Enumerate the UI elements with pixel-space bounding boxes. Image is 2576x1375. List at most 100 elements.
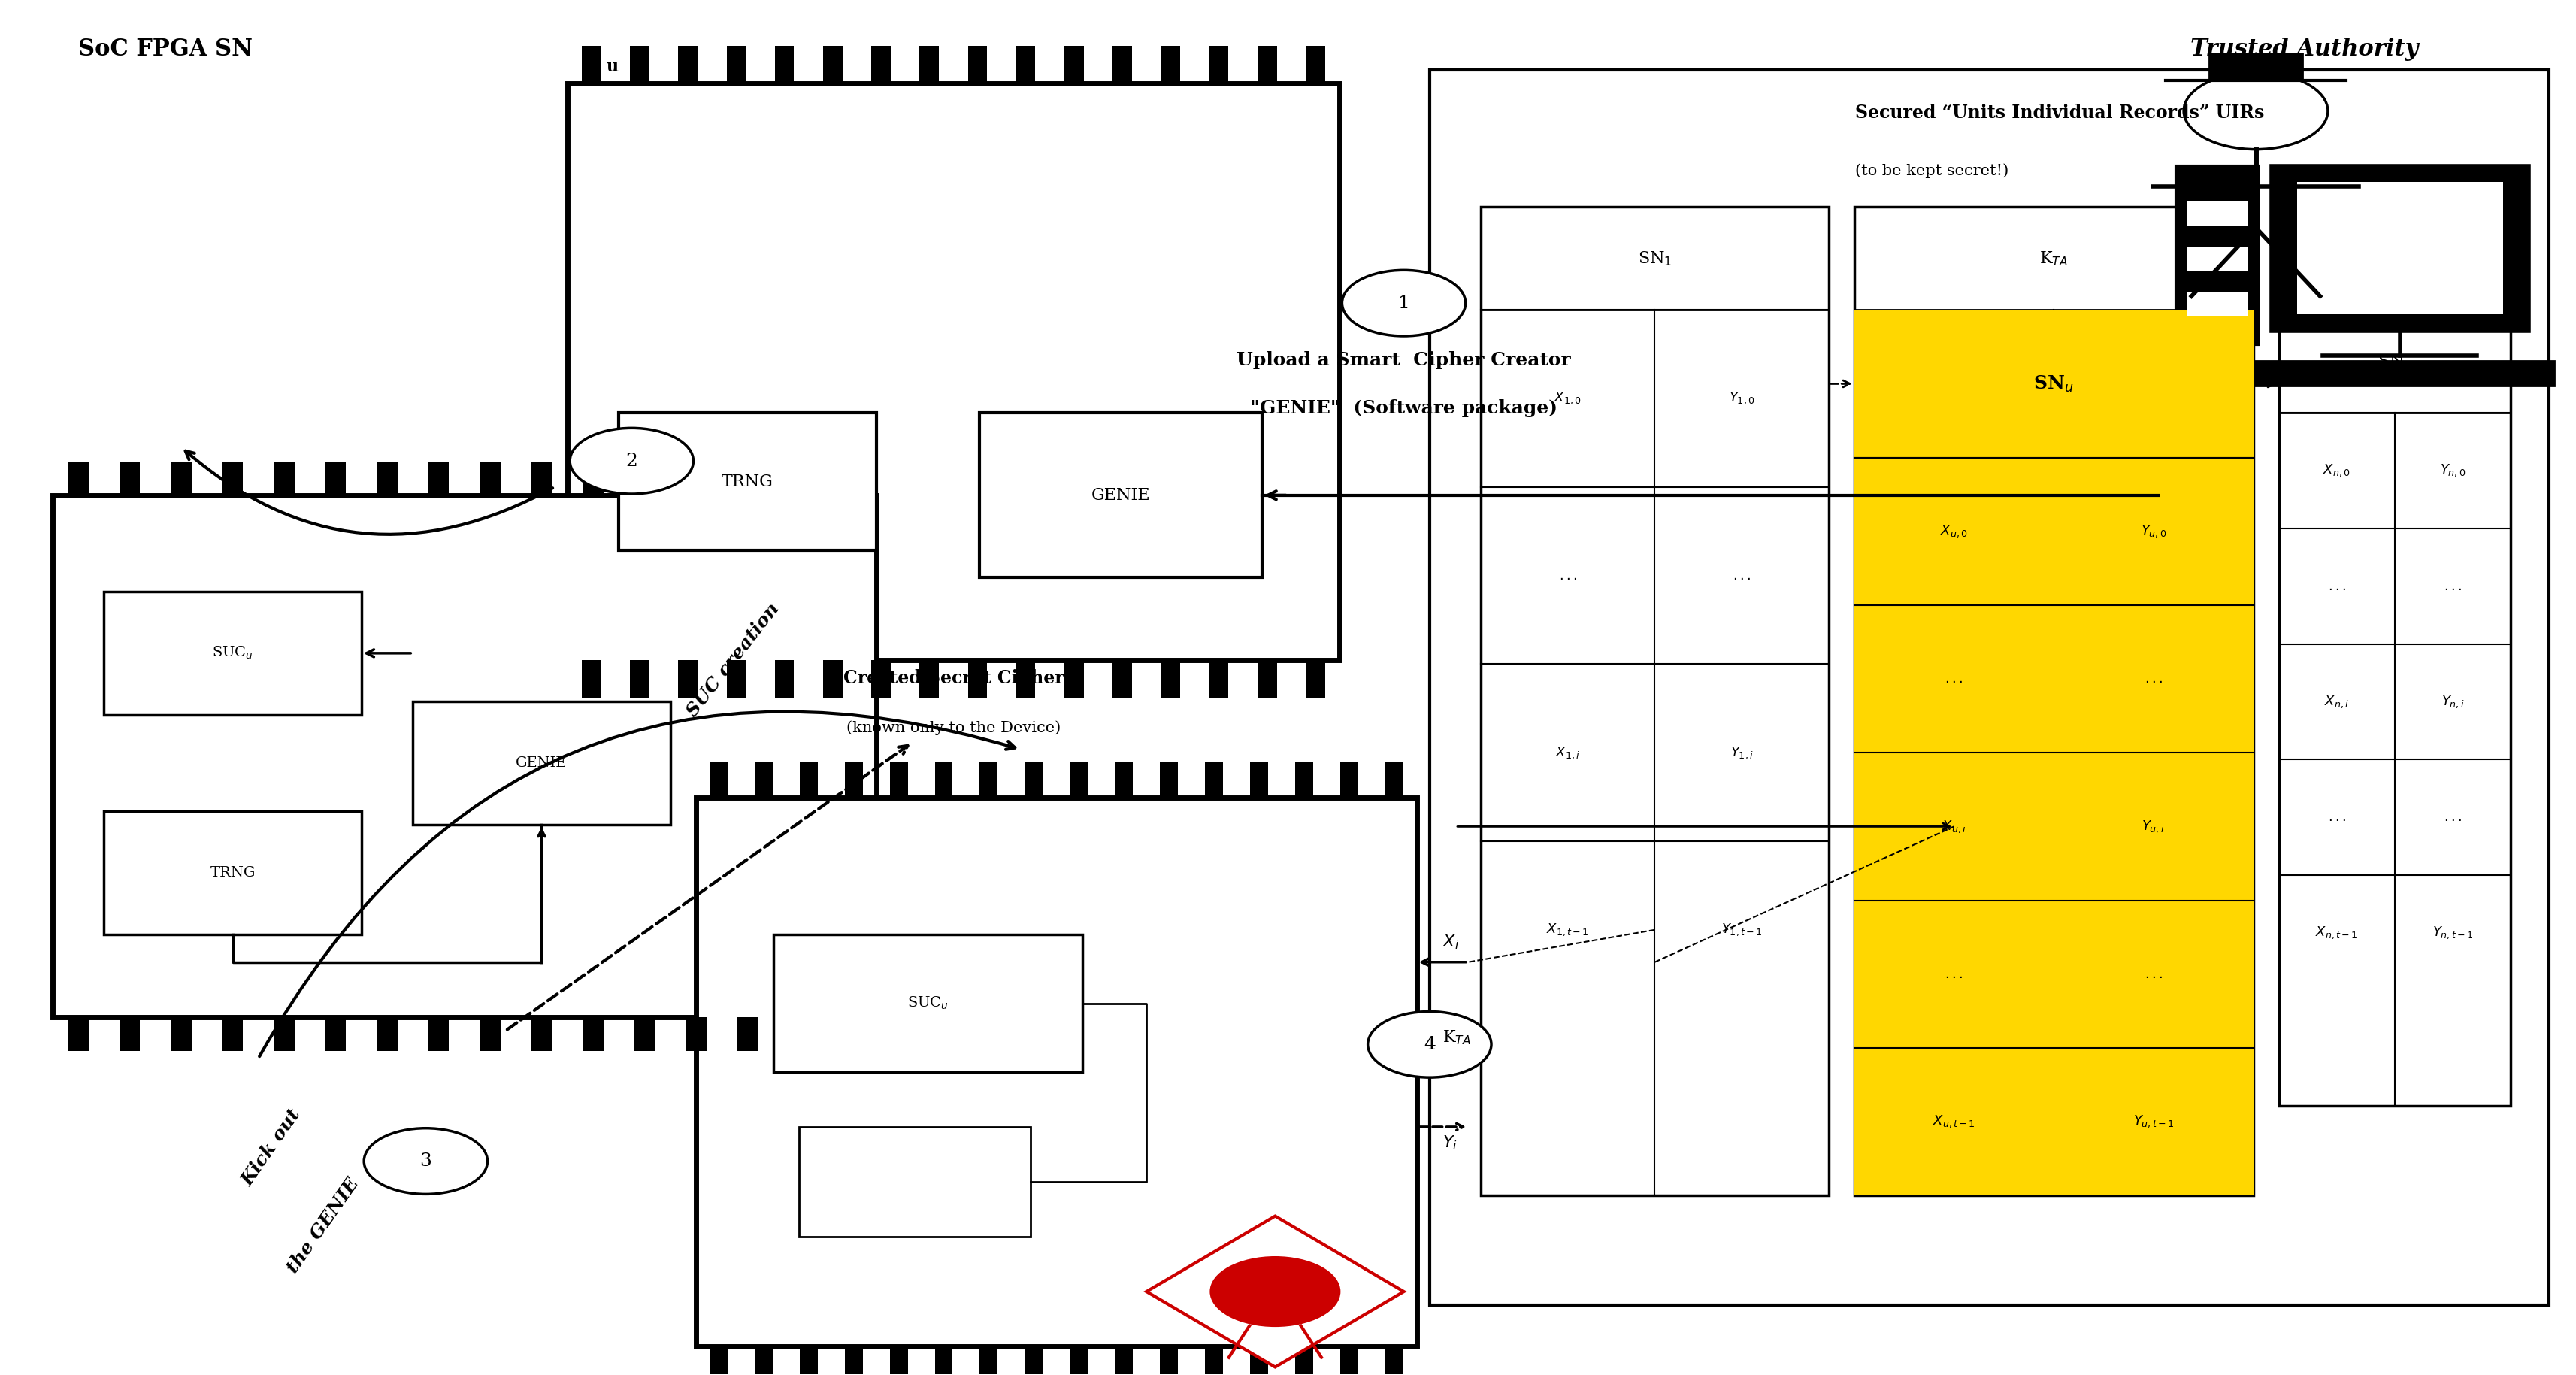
Bar xyxy=(871,660,891,697)
Text: SN$_u$: SN$_u$ xyxy=(2032,374,2074,393)
Text: $X_{u,0}$: $X_{u,0}$ xyxy=(1940,524,1968,539)
Bar xyxy=(1855,1048,2254,1195)
Bar xyxy=(799,1128,1030,1236)
Bar xyxy=(840,462,860,495)
Text: SoC FPGA SN: SoC FPGA SN xyxy=(77,37,252,60)
Text: (known only to the Device): (known only to the Device) xyxy=(845,720,1061,736)
Bar xyxy=(479,462,500,495)
Bar xyxy=(273,462,294,495)
Bar xyxy=(412,701,670,825)
Bar xyxy=(1855,458,2254,605)
Bar xyxy=(1855,309,2254,458)
Bar xyxy=(1340,762,1358,797)
Bar xyxy=(1249,1346,1267,1375)
Text: TRNG: TRNG xyxy=(211,866,255,880)
Text: $...$: $...$ xyxy=(2329,579,2347,593)
Bar xyxy=(67,1018,88,1050)
Bar xyxy=(1113,660,1131,697)
Bar xyxy=(376,1018,397,1050)
Text: $...$: $...$ xyxy=(1945,672,1963,686)
Text: Created Secret Cipher: Created Secret Cipher xyxy=(842,670,1064,688)
Bar xyxy=(531,462,551,495)
Bar xyxy=(118,1018,139,1050)
Bar xyxy=(1206,762,1224,797)
Bar xyxy=(67,462,88,495)
Bar xyxy=(979,412,1262,577)
Bar xyxy=(170,462,191,495)
Bar xyxy=(685,462,706,495)
Bar xyxy=(935,762,953,797)
Bar xyxy=(677,45,698,84)
Bar xyxy=(1113,45,1131,84)
Bar xyxy=(2272,166,2530,330)
Bar xyxy=(1855,901,2254,1048)
Bar xyxy=(1386,762,1404,797)
Bar xyxy=(428,1018,448,1050)
Bar xyxy=(1306,660,1324,697)
Text: 2: 2 xyxy=(626,452,639,470)
Text: $X_{1,0}$: $X_{1,0}$ xyxy=(1553,390,1582,406)
Bar xyxy=(871,45,891,84)
Bar xyxy=(737,462,757,495)
Bar xyxy=(1015,45,1036,84)
Bar xyxy=(755,1346,773,1375)
Bar xyxy=(479,1018,500,1050)
Bar xyxy=(737,1018,757,1050)
Text: $...$: $...$ xyxy=(2445,579,2463,593)
Bar xyxy=(920,660,938,697)
Bar xyxy=(845,1346,863,1375)
Text: SN$_1$: SN$_1$ xyxy=(1638,250,1672,267)
Bar xyxy=(799,762,817,797)
Bar xyxy=(222,1018,242,1050)
Bar xyxy=(1206,1346,1224,1375)
Bar xyxy=(773,935,1082,1072)
Text: "GENIE"  (Software package): "GENIE" (Software package) xyxy=(1249,399,1558,417)
Bar xyxy=(1306,45,1324,84)
Bar xyxy=(1159,1346,1177,1375)
Polygon shape xyxy=(1146,1216,1404,1367)
Bar xyxy=(920,45,938,84)
Text: K$_{TA}$: K$_{TA}$ xyxy=(2040,250,2069,267)
Bar xyxy=(1257,660,1278,697)
Bar xyxy=(1162,45,1180,84)
Text: $X_{1,t-1}$: $X_{1,t-1}$ xyxy=(1546,923,1589,938)
Text: $...$: $...$ xyxy=(2143,968,2164,980)
Bar xyxy=(1064,45,1084,84)
Text: $X_{n,t-1}$: $X_{n,t-1}$ xyxy=(2316,925,2357,940)
Bar xyxy=(1162,660,1180,697)
Circle shape xyxy=(569,428,693,494)
Text: 4: 4 xyxy=(1425,1035,1435,1053)
Bar xyxy=(969,45,987,84)
Bar xyxy=(1115,1346,1133,1375)
Bar xyxy=(775,660,793,697)
Text: (to be kept secret!): (to be kept secret!) xyxy=(1855,164,2009,177)
Bar xyxy=(1386,1346,1404,1375)
Bar xyxy=(726,660,747,697)
Bar xyxy=(631,45,649,84)
Bar xyxy=(2210,54,2303,81)
Text: $...$: $...$ xyxy=(2143,672,2164,686)
Bar xyxy=(2177,166,2259,344)
Text: Trusted Authority: Trusted Authority xyxy=(2190,37,2419,60)
Bar xyxy=(1025,762,1043,797)
Text: $Y_{u,t-1}$: $Y_{u,t-1}$ xyxy=(2133,1114,2174,1129)
Bar xyxy=(775,45,793,84)
Text: K$_{TA}$: K$_{TA}$ xyxy=(1443,1028,1471,1046)
Bar xyxy=(325,462,345,495)
Bar xyxy=(273,1018,294,1050)
Bar xyxy=(889,762,907,797)
Bar xyxy=(2298,183,2504,314)
Bar xyxy=(1159,762,1177,797)
Text: $...$: $...$ xyxy=(2329,811,2347,824)
Bar xyxy=(567,84,1340,660)
Bar xyxy=(708,762,726,797)
Bar xyxy=(1296,1346,1314,1375)
Text: 3: 3 xyxy=(420,1152,433,1170)
Bar xyxy=(170,1018,191,1050)
Text: $...$: $...$ xyxy=(1558,569,1577,583)
Bar xyxy=(376,462,397,495)
Text: $X_{1,i}$: $X_{1,i}$ xyxy=(1556,745,1579,760)
Text: Secured “Units Individual Records” UIRs: Secured “Units Individual Records” UIRs xyxy=(1855,104,2264,122)
Bar xyxy=(696,797,1417,1346)
Bar xyxy=(1069,1346,1087,1375)
